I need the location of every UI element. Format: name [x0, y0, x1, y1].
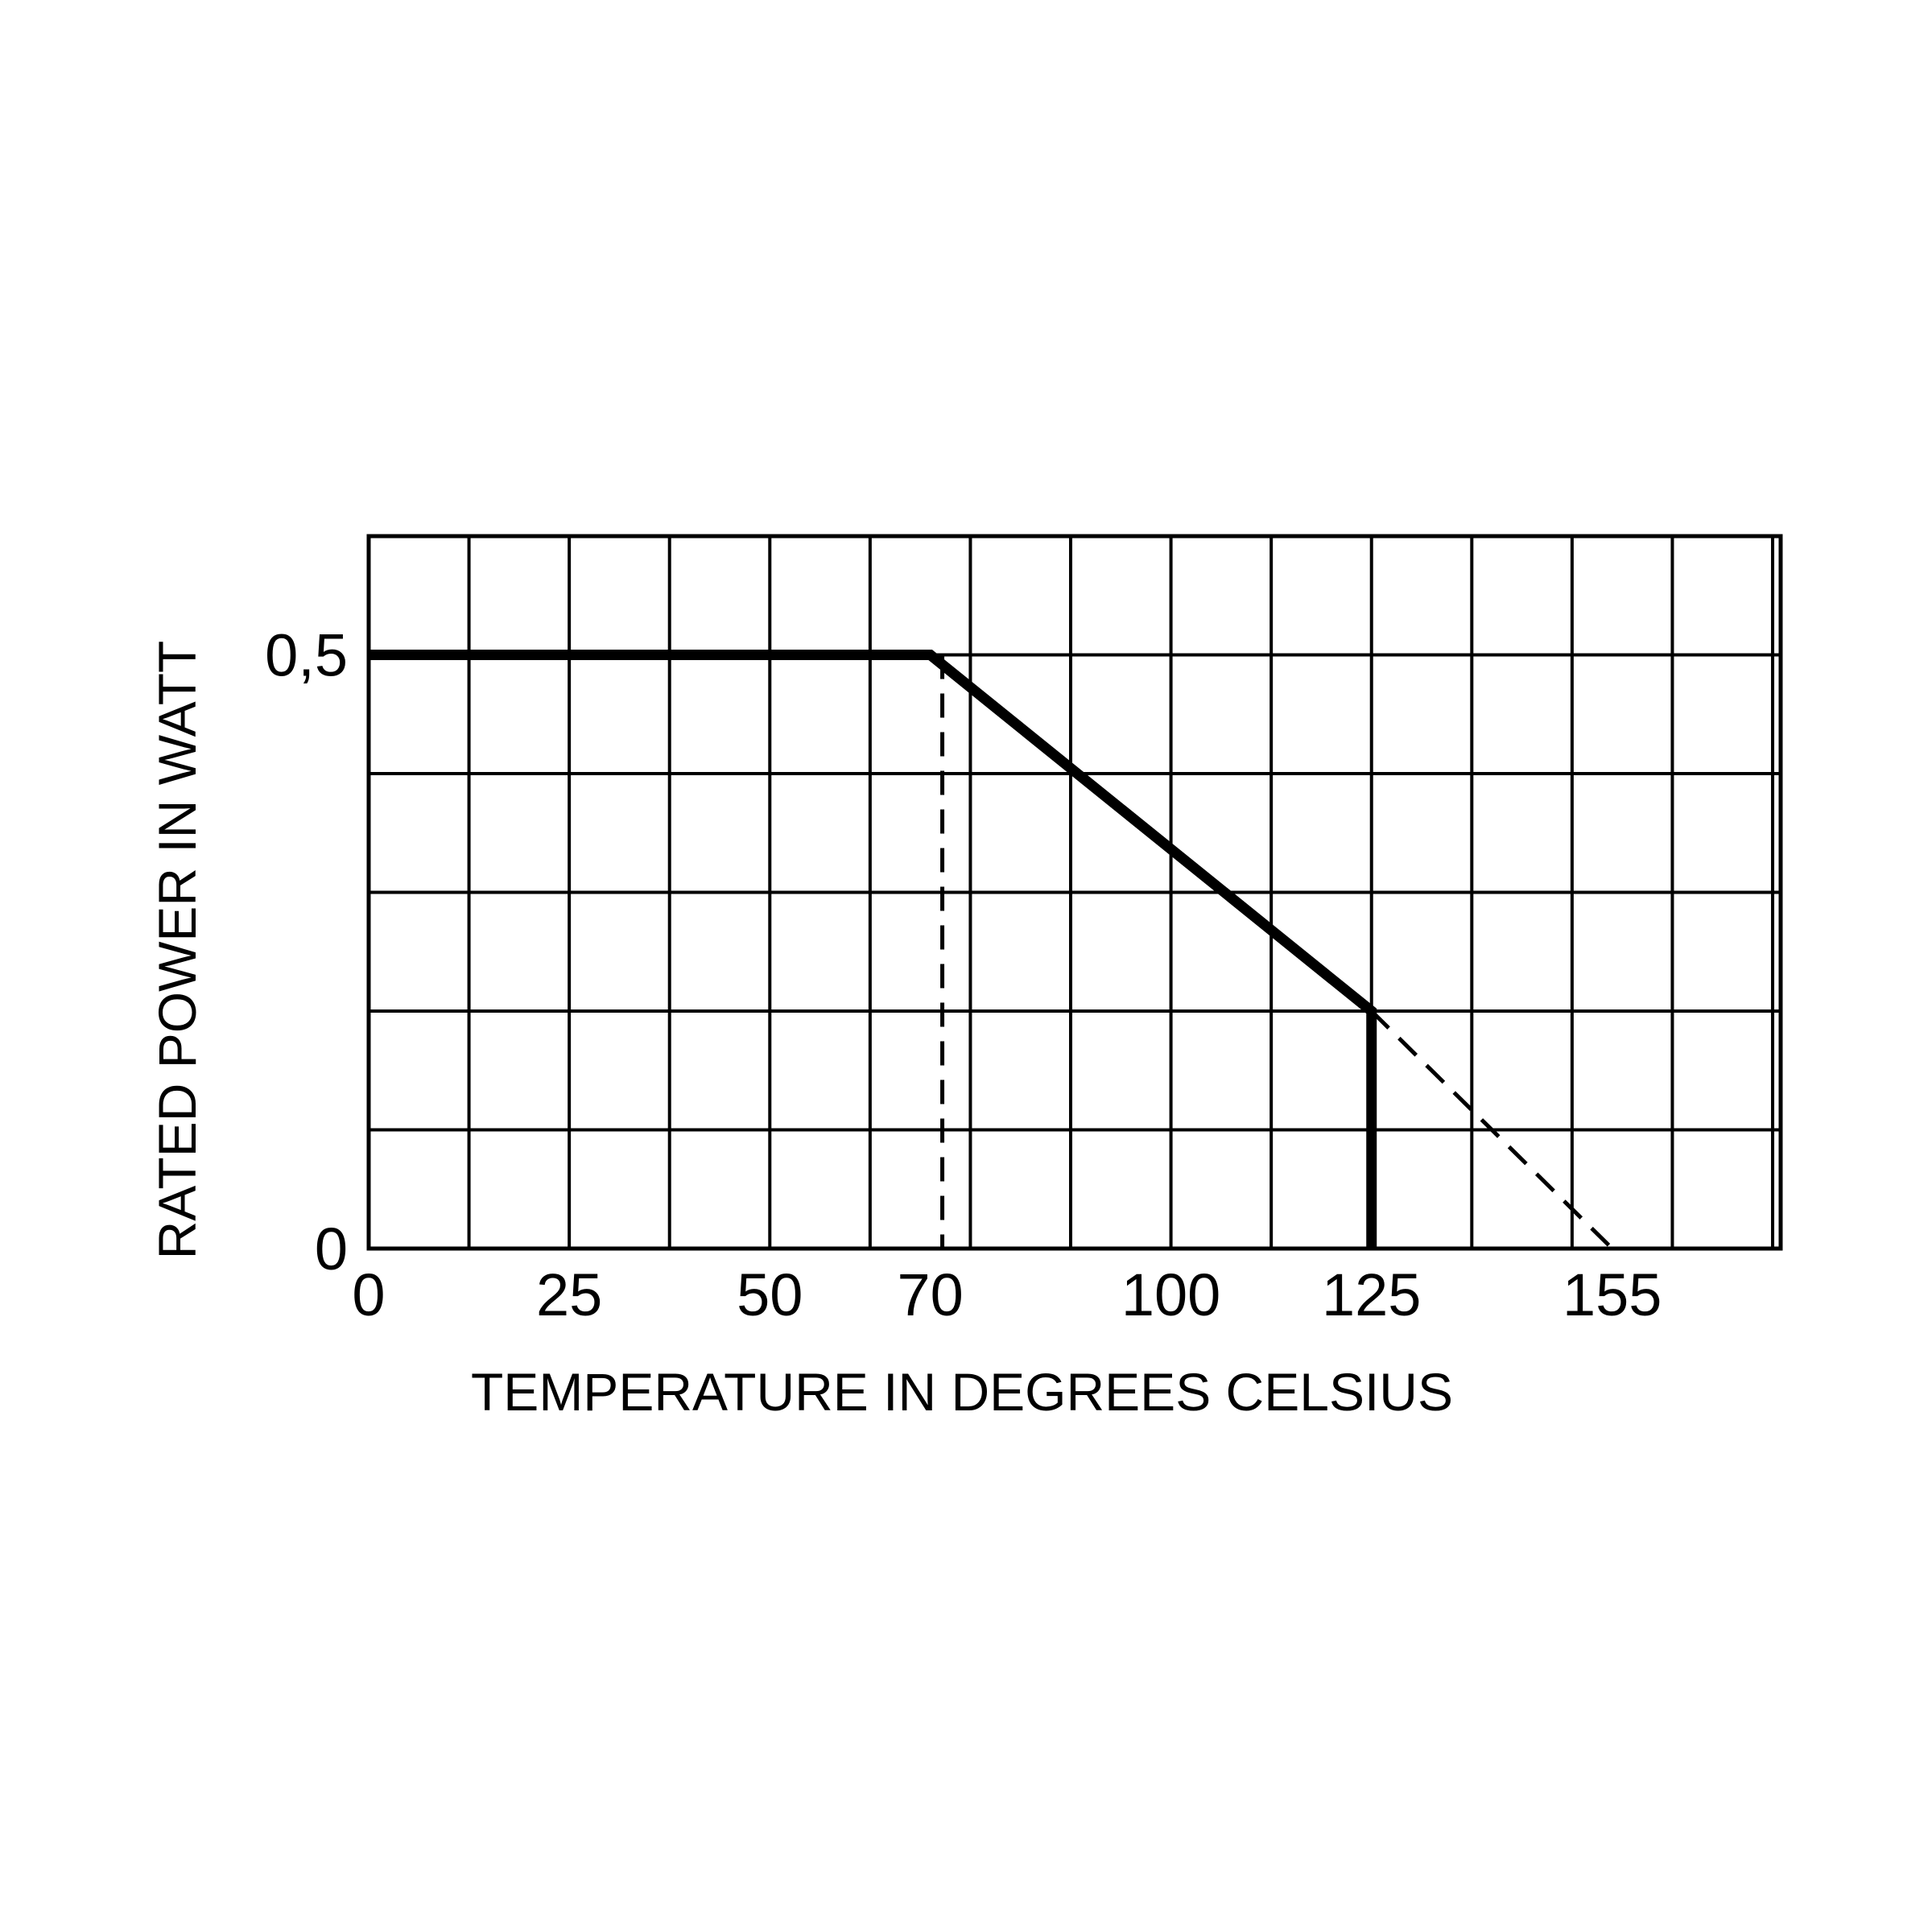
series-group — [369, 650, 1614, 1250]
derating-curve-0 — [369, 650, 1377, 1249]
dashed-line-1 — [1369, 1009, 1614, 1250]
x-tick-label-1: 25 — [536, 1261, 602, 1328]
x-tick-label-6: 155 — [1563, 1261, 1662, 1328]
y-axis-label: RATED POWER IN WATT — [147, 641, 207, 1260]
x-tick-label-5: 125 — [1322, 1261, 1421, 1328]
plot-frame — [366, 534, 1783, 1251]
grid — [366, 534, 1783, 1251]
y-tick-label-0: 0 — [315, 1216, 348, 1282]
x-tick-labels: 0 25 50 70 100 125 155 — [352, 1261, 1662, 1328]
y-tick-label-1: 0,5 — [265, 622, 348, 689]
x-tick-label-4: 100 — [1121, 1261, 1220, 1328]
y-tick-labels: 00,5 — [265, 622, 348, 1283]
x-axis-label: TEMPERATURE IN DEGREES CELSIUS — [471, 1362, 1453, 1422]
x-tick-label-0: 0 — [352, 1261, 385, 1328]
x-tick-label-2: 50 — [737, 1261, 803, 1328]
x-tick-label-3: 70 — [897, 1261, 963, 1328]
